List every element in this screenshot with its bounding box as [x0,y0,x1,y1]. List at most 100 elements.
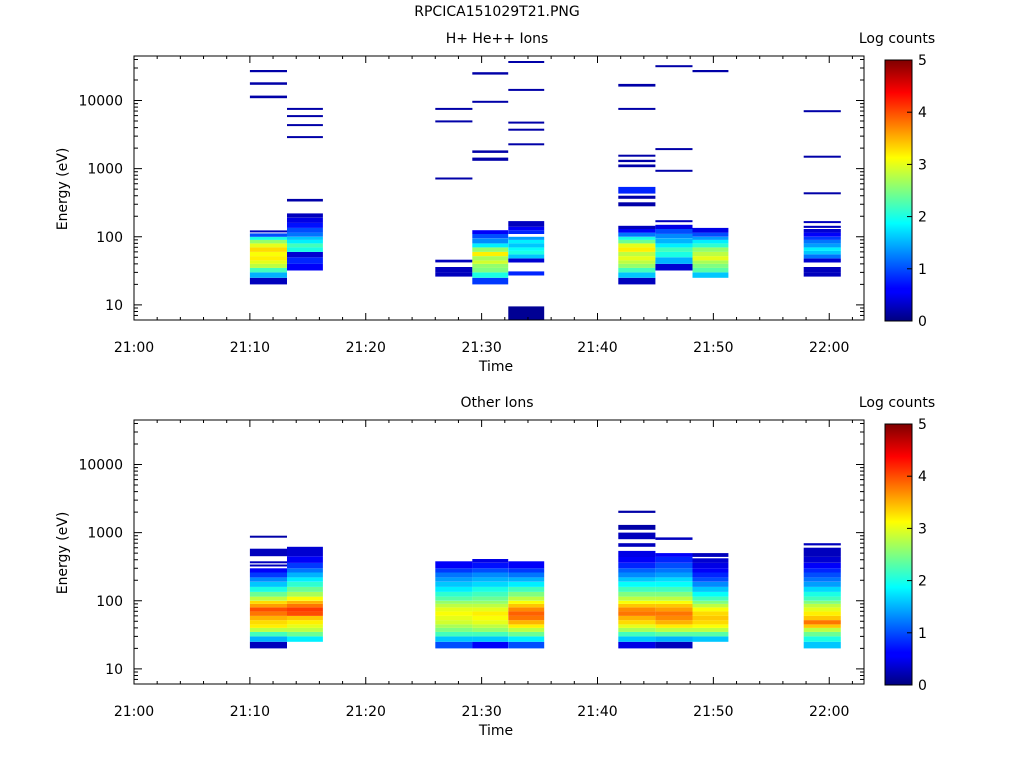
heatmap-cell [803,110,841,113]
heatmap-cell [803,272,841,277]
heatmap-cell [287,627,323,632]
heatmap-cell [249,256,287,261]
heatmap-cell [287,136,323,139]
heatmap-cell [655,263,693,271]
heatmap-cell [655,229,693,234]
heatmap-cell [435,107,473,110]
heatmap-cell [803,543,841,546]
heatmap-cell [618,510,656,513]
heatmap-cell [803,254,841,259]
heatmap-cell [692,611,729,616]
heatmap-cell [508,230,545,234]
heatmap-cell [618,239,656,244]
heatmap-cell [692,239,729,244]
heatmap-cell [655,591,693,597]
heatmap-cell [287,603,323,608]
heatmap-cell [803,250,841,255]
heatmap-cell [692,251,729,257]
heatmap-cell [472,568,509,573]
heatmap-cell [618,543,656,547]
colorbar-label: Log counts [859,31,935,47]
colorbar-ticks: 0 1 2 3 4 5 [907,53,927,330]
heatmap-cell [618,524,656,530]
colorbar-tick-label: 1 [918,262,927,278]
heatmap-cell [287,562,323,569]
heatmap-cell [618,631,656,637]
heatmap-cell [692,600,729,604]
heatmap-cell [618,107,656,110]
heatmap-cell [618,572,656,578]
heatmap-cell [508,247,545,251]
heatmap-cell [803,631,841,637]
heatmap-cell [692,263,729,268]
heatmap-cell [692,558,729,563]
heatmap-cell [803,607,841,612]
heatmap-cell [803,236,841,240]
heatmap-cell [803,641,841,649]
heatmap-cell [618,232,656,237]
heatmap-cell [803,229,841,233]
heatmap-cell [287,227,323,233]
heatmap-cell [287,239,323,244]
heatmap-cell [249,82,287,85]
heatmap-cell [655,169,693,172]
heatmap-cell [287,636,323,642]
heatmap-cell [508,627,545,632]
heatmap-cell [692,232,729,237]
heatmap-cell [435,641,473,649]
heatmap-cell [508,631,545,637]
heatmap-cell [803,232,841,237]
heatmap-cell [472,631,509,637]
heatmap-cell [287,217,323,223]
x-axis-label: Time [478,723,513,739]
heatmap-cell [249,272,287,278]
x-tick-label: 22:00 [809,340,849,356]
heatmap-cell [618,195,656,199]
heatmap-cell [472,260,509,264]
colorbar-tick-label: 0 [918,678,927,694]
panel-title: H+ He++ Ions [446,31,549,47]
heatmap-cell [508,243,545,248]
heatmap-cell [508,143,545,146]
heatmap-cell [472,233,509,239]
heatmap-cell [287,611,323,616]
heatmap-cell [618,159,656,163]
heatmap-cell [803,556,841,563]
panel-title: Other Ions [460,395,533,411]
heatmap-cell [249,277,287,285]
heatmap-cell [435,177,473,180]
heatmap-cell [249,535,287,538]
heatmap-cell [472,591,509,597]
heatmap-cell [803,155,841,158]
heatmap-cell [287,243,323,248]
y-tick-label: 1000 [87,162,123,178]
heatmap-cell [435,561,473,569]
heatmap-cell [618,611,656,616]
heatmap-cell [435,627,473,632]
heatmap-cell [249,548,287,557]
heatmap-cell [655,537,693,540]
y-tick-label: 10000 [78,458,123,474]
heatmap-cell [803,624,841,628]
y-tick-label: 10000 [78,94,123,110]
heatmap-cell [803,600,841,604]
heatmap-cell [655,568,693,573]
heatmap-cell [655,581,693,587]
heatmap-cell [472,267,509,273]
plot-frame [133,419,865,685]
heatmap-cell [618,562,656,569]
heatmap-cell [249,267,287,273]
heatmap-cell [287,591,323,597]
heatmap-cell [655,603,693,608]
heatmap-cell [287,263,323,271]
heatmap-cell [287,247,323,252]
heatmap-cell [692,267,729,273]
heatmap-cell [287,236,323,240]
heatmap-cell [472,247,509,252]
heatmap-cell [287,600,323,604]
heatmap-cell [472,100,509,103]
heatmap-cell [655,220,693,223]
x-tick-label: 21:50 [693,704,733,720]
colorbar-tick-label: 3 [918,157,927,173]
figure-title: RPCICA151029T21.PNG [414,4,580,20]
